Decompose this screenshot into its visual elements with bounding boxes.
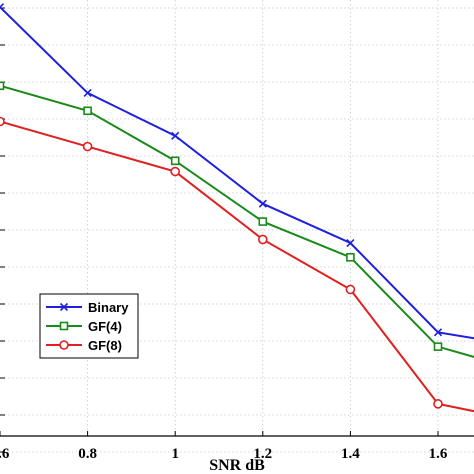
legend-x-marker bbox=[59, 302, 69, 312]
data-point-x-marker bbox=[346, 238, 355, 248]
legend: Binary GF(4) GF(8) bbox=[39, 293, 139, 359]
x-tick-labels: 0.6 0.8 1 1.2 1.4 1.6 bbox=[0, 446, 448, 462]
x-tick-label: 1.2 bbox=[253, 446, 272, 462]
data-point-x-marker bbox=[258, 199, 267, 208]
marker-stroke bbox=[171, 131, 180, 140]
data-point-square-marker bbox=[433, 342, 443, 351]
marker-stroke bbox=[0, 3, 5, 9]
data-point-square-marker bbox=[83, 106, 92, 116]
data-point-circle-marker bbox=[82, 141, 93, 152]
series-gf8 bbox=[0, 116, 474, 413]
legend-label: GF(4) bbox=[88, 319, 122, 334]
data-point-x-marker bbox=[433, 328, 443, 337]
x-tick-label: 1.4 bbox=[341, 446, 360, 462]
x-tick-label: 1 bbox=[171, 446, 179, 462]
grid-lines bbox=[0, 0, 474, 453]
x-axis-title: SNR dB bbox=[209, 457, 265, 474]
series-layer bbox=[0, 3, 474, 413]
data-point-circle-marker bbox=[170, 166, 180, 177]
x-tick-label: 0.6 bbox=[0, 446, 10, 462]
x-tick-label: 0.8 bbox=[78, 446, 97, 462]
data-point-circle-marker bbox=[433, 399, 443, 409]
legend-circle-marker bbox=[59, 340, 69, 350]
data-point-circle-marker bbox=[0, 116, 5, 127]
data-point-square-marker bbox=[346, 253, 355, 262]
marker-stroke bbox=[258, 199, 267, 208]
legend-label: Binary bbox=[88, 300, 129, 315]
marker-stroke bbox=[83, 88, 92, 97]
series-gf4 bbox=[0, 81, 474, 358]
data-point-circle-marker bbox=[257, 234, 268, 245]
data-point-x-marker bbox=[0, 3, 5, 12]
data-point-square-marker bbox=[258, 217, 268, 226]
marker-stroke bbox=[433, 328, 443, 337]
x-tick-label: 1.6 bbox=[429, 446, 448, 462]
marker-stroke bbox=[346, 238, 355, 248]
data-point-x-marker bbox=[83, 88, 92, 97]
data-point-square-marker bbox=[170, 156, 180, 166]
series-binary bbox=[0, 3, 474, 340]
axes bbox=[0, 7, 474, 453]
data-point-square-marker bbox=[0, 81, 5, 91]
data-point-circle-marker bbox=[345, 284, 356, 295]
legend-square-marker bbox=[59, 321, 69, 331]
legend-label: GF(8) bbox=[88, 338, 122, 353]
data-point-x-marker bbox=[171, 131, 180, 140]
marker-stroke bbox=[0, 6, 5, 12]
